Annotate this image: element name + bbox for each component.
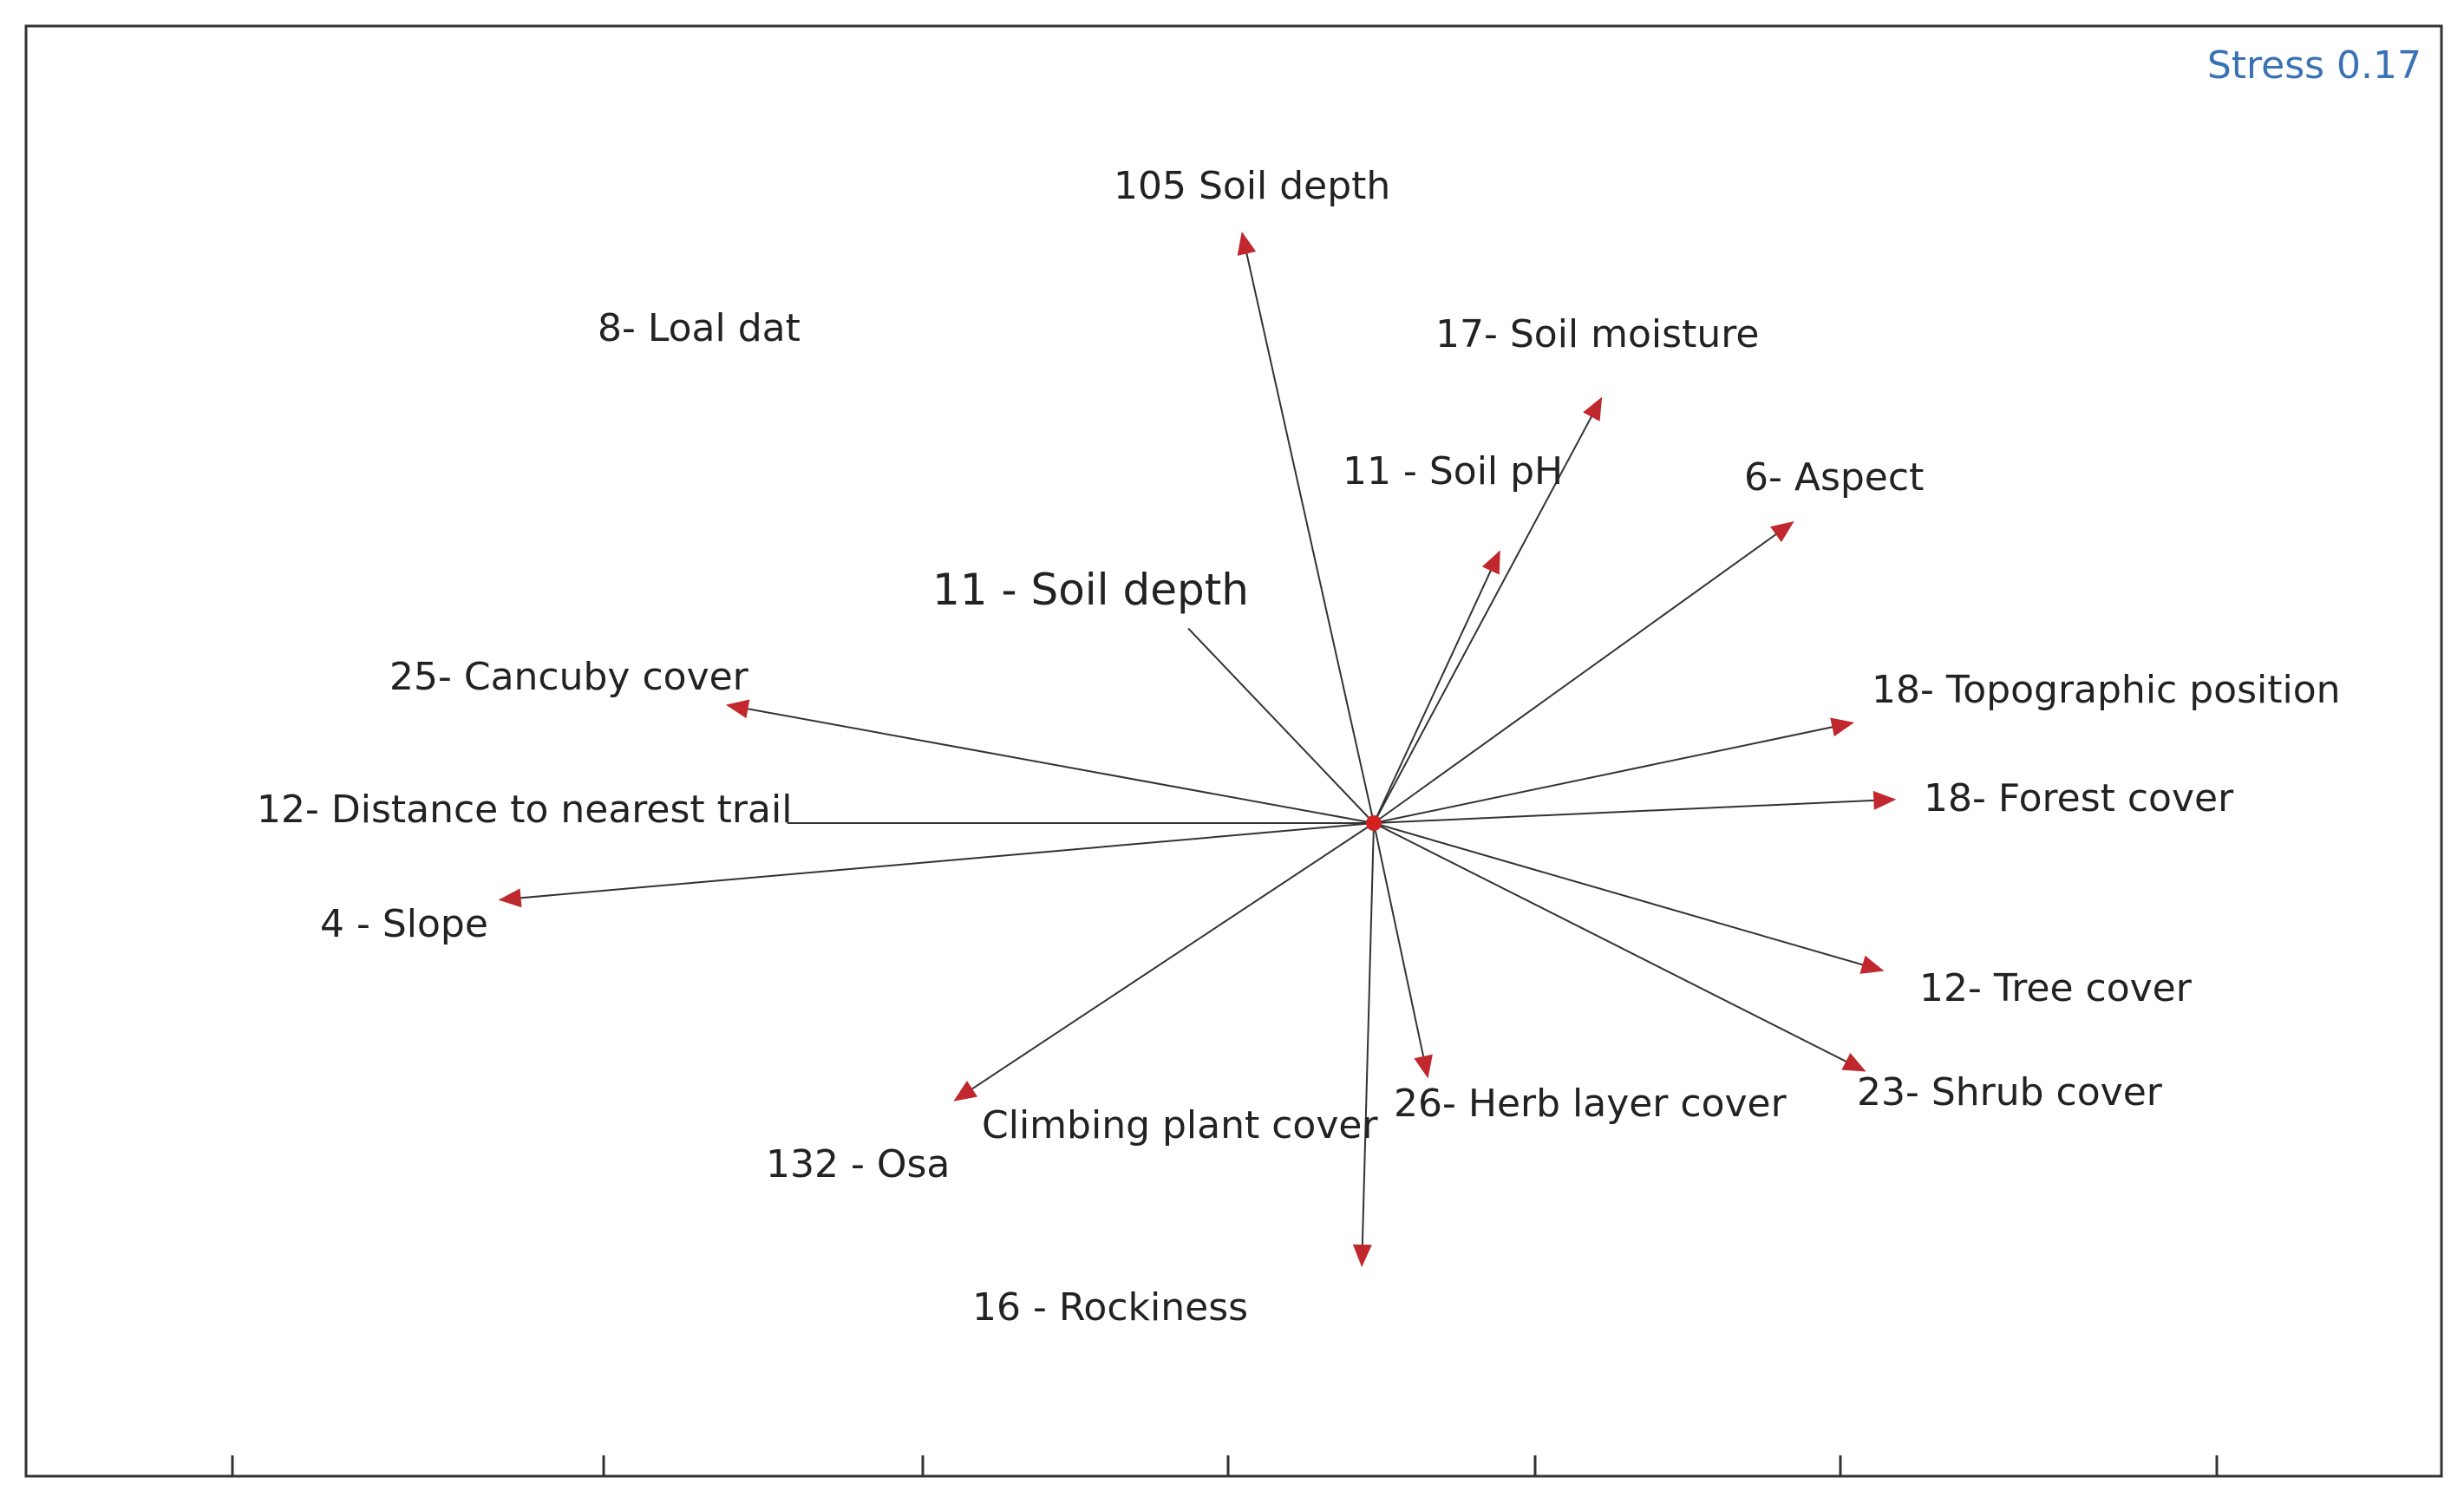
label-18-topographic-position: 18- Topographic position (1872, 668, 2341, 712)
plot-frame (24, 24, 2443, 1478)
label-17-soil-moisture: 17- Soil moisture (1435, 312, 1759, 356)
label-4-slope: 4 - Slope (320, 902, 488, 946)
vector-line-11 (1373, 822, 1866, 1072)
vector-arrowhead-3 (1770, 521, 1794, 543)
label-11-soil-ph: 11 - Soil pH (1343, 449, 1563, 494)
label-12-distance-to-nearest-trail: 12- Distance to nearest trail (257, 788, 792, 832)
label-group: 105 Soil depth 17- Soil moisture 11 - So… (257, 164, 2341, 1330)
vector-line-0 (1241, 232, 1375, 824)
vector-line-3 (1373, 521, 1794, 824)
vector-line-5 (727, 704, 1375, 824)
label-25-cancuby-cover: 25- Cancuby cover (389, 655, 749, 699)
label-23-shrub-cover: 23- Shrub cover (1857, 1070, 2163, 1115)
vector-arrowhead-0 (1237, 232, 1257, 256)
vector-line-2 (1373, 551, 1500, 824)
vector-line-6 (1373, 722, 1853, 824)
label-12-tree-cover: 12- Tree cover (1919, 966, 2193, 1010)
label-105-soil-depth: 105 Soil depth (1114, 164, 1390, 208)
origin-point (1366, 815, 1382, 831)
vector-arrowhead-9 (498, 888, 522, 908)
vector-arrowhead-11 (1841, 1052, 1866, 1072)
x-axis-ticks (231, 1455, 2219, 1476)
vector-line-9 (500, 822, 1375, 901)
vector-arrowhead-5 (725, 699, 750, 719)
label-18-forest-cover: 18- Forest cover (1924, 776, 2234, 820)
vector-line-12 (1373, 822, 1429, 1077)
vector-line-7 (1373, 798, 1895, 824)
vector-line-13 (1361, 822, 1375, 1266)
label-132-osa: 132 - Osa (766, 1142, 950, 1186)
vector-line-4 (1187, 627, 1375, 824)
label-8-loal-dat: 8- Loal dat (598, 306, 801, 350)
vector-arrowhead-1 (1583, 396, 1603, 422)
vector-line-14 (954, 822, 1375, 1101)
vector-arrowhead-12 (1414, 1054, 1433, 1079)
vector-line-1 (1373, 397, 1603, 824)
vector-line-10 (1373, 822, 1883, 971)
vector-arrowhead-7 (1873, 790, 1897, 810)
vector-arrowhead-14 (953, 1081, 978, 1101)
stress-annotation: Stress 0.17 (2207, 43, 2422, 88)
label-climbing-plant-cover: Climbing plant cover (982, 1103, 1378, 1147)
vector-arrowhead-13 (1352, 1244, 1372, 1267)
label-26-herb-layer-cover: 26- Herb layer cover (1394, 1082, 1788, 1126)
vector-arrowhead-10 (1859, 955, 1885, 974)
vector-group (498, 232, 1897, 1267)
label-6-aspect: 6- Aspect (1744, 455, 1924, 500)
vector-arrowhead-6 (1830, 717, 1854, 737)
vector-arrowhead-2 (1481, 550, 1500, 575)
label-11-soil-depth: 11 - Soil depth (932, 565, 1249, 615)
label-16-rockiness: 16 - Rockiness (972, 1285, 1248, 1330)
